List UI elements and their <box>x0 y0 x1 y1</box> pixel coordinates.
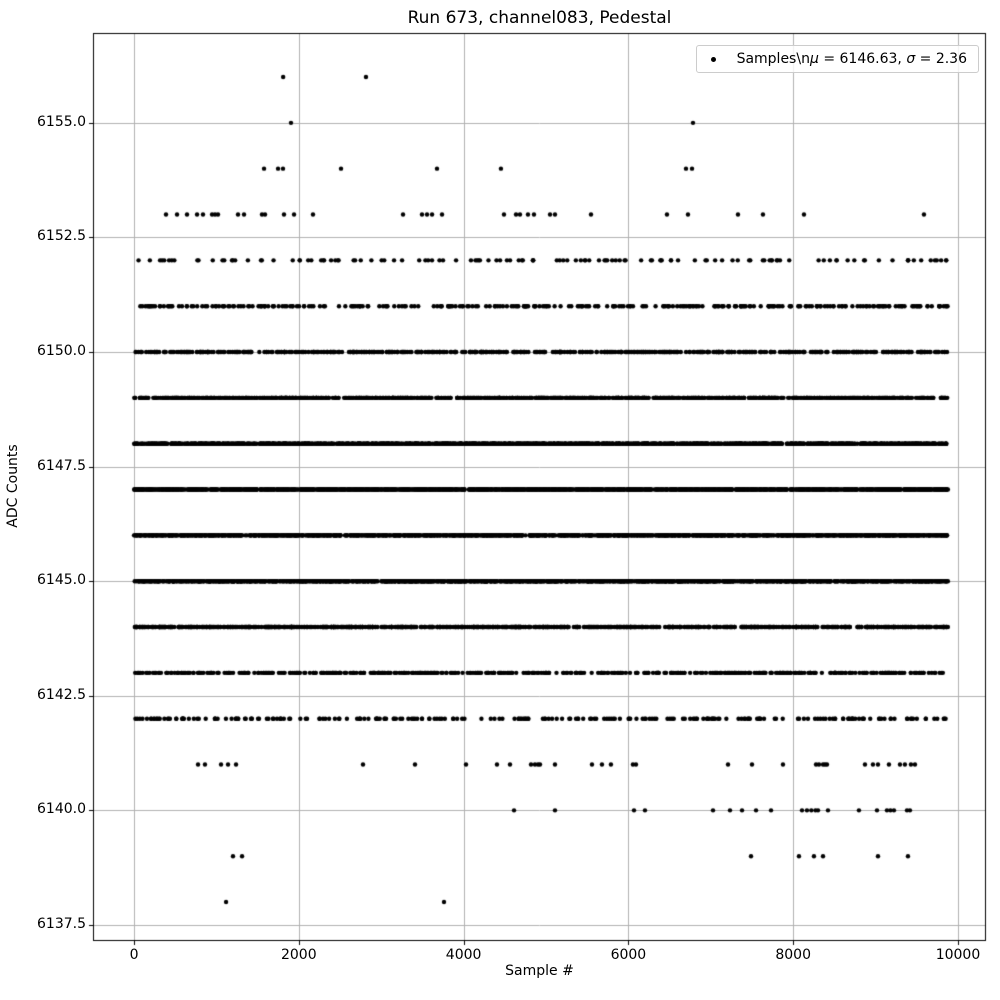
y-axis-label: ADC Counts <box>5 444 21 528</box>
x-tick-label: 2000 <box>280 947 317 963</box>
legend-label: Samples\nμ = 6146.63, σ = 2.36 <box>737 51 967 67</box>
legend-math-symbol: μ <box>809 51 819 67</box>
x-tick-label: 10000 <box>935 947 981 963</box>
legend-label-part: = 2.36 <box>915 51 967 67</box>
y-tick-label: 6150.0 <box>37 343 86 359</box>
legend-box: Samples\nμ = 6146.63, σ = 2.36 <box>695 45 979 73</box>
x-tick-label: 4000 <box>445 947 482 963</box>
x-axis-label: Sample # <box>505 963 574 979</box>
y-tick-label: 6147.5 <box>37 457 86 474</box>
chart-title: Run 673, channel083, Pedestal <box>407 8 672 28</box>
legend-dot-marker-icon <box>710 56 716 62</box>
x-tick-label: 0 <box>129 947 139 963</box>
legend-label-part: Samples\n <box>736 51 810 67</box>
y-tick-label: 6145.0 <box>37 572 86 589</box>
legend-label-part: = 6146.63, <box>818 51 907 67</box>
y-tick-label: 6142.5 <box>37 686 86 703</box>
y-tick-label: 6155.0 <box>37 113 86 130</box>
y-tick-label: 6137.5 <box>37 915 86 932</box>
x-tick-label: 6000 <box>610 947 647 963</box>
y-tick-label: 6152.5 <box>37 228 86 245</box>
legend-math-symbol: σ <box>906 51 916 67</box>
x-tick-label: 8000 <box>775 947 811 963</box>
y-tick-label: 6140.0 <box>37 801 86 818</box>
